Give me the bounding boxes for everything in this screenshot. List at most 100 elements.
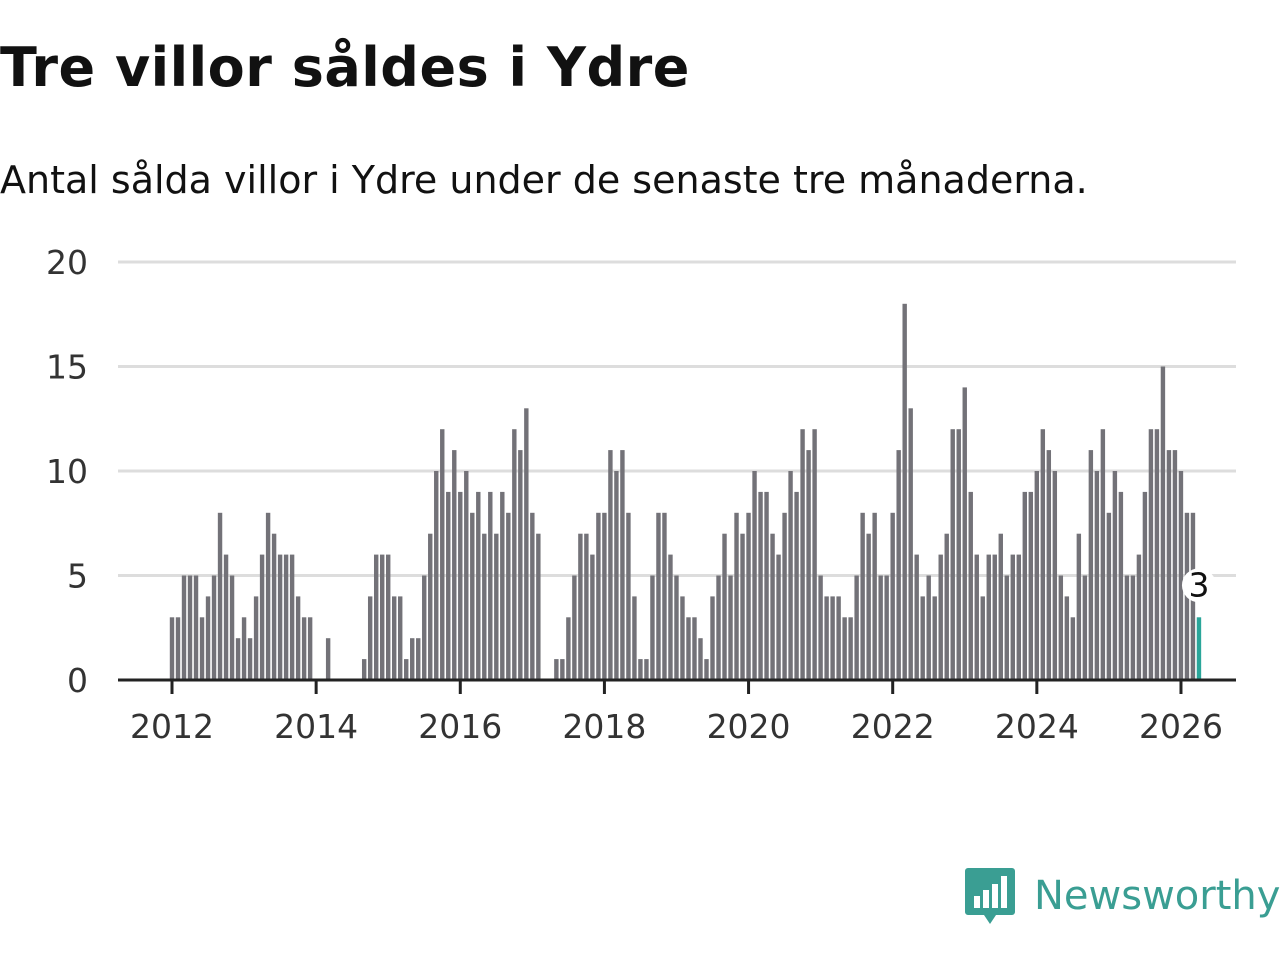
bar	[452, 450, 456, 680]
bar	[1173, 450, 1177, 680]
bar	[927, 576, 931, 681]
bar	[572, 576, 576, 681]
bar	[890, 513, 894, 680]
bar	[1005, 576, 1009, 681]
bar	[836, 596, 840, 680]
bar	[194, 576, 198, 681]
bar	[248, 638, 252, 680]
bar	[674, 576, 678, 681]
bar	[812, 429, 816, 680]
bar	[788, 471, 792, 680]
bar	[752, 471, 756, 680]
bar	[260, 555, 264, 680]
bar	[242, 617, 246, 680]
bar	[800, 429, 804, 680]
bar	[951, 429, 955, 680]
x-tick-label-2012: 2012	[130, 707, 214, 746]
bar	[266, 513, 270, 680]
bar	[650, 576, 654, 681]
bar	[1071, 617, 1075, 680]
bar	[1089, 450, 1093, 680]
bar	[758, 492, 762, 680]
x-tick-label-2016: 2016	[418, 707, 502, 746]
bar	[704, 659, 708, 680]
bar	[602, 513, 606, 680]
bar	[848, 617, 852, 680]
bar	[969, 492, 973, 680]
bar	[506, 513, 510, 680]
bars	[170, 304, 1201, 680]
bar	[866, 534, 870, 680]
bar	[554, 659, 558, 680]
bar	[212, 576, 216, 681]
bar	[1047, 450, 1051, 680]
bar	[1017, 555, 1021, 680]
bar	[626, 513, 630, 680]
bar	[566, 617, 570, 680]
y-tick-label-5: 5	[67, 557, 88, 596]
y-tick-label-0: 0	[67, 661, 88, 700]
bar	[470, 513, 474, 680]
bar	[410, 638, 414, 680]
bar	[560, 659, 564, 680]
bar	[776, 555, 780, 680]
bar	[939, 555, 943, 680]
bar	[464, 471, 468, 680]
bar	[578, 534, 582, 680]
bar	[254, 596, 258, 680]
bar	[987, 555, 991, 680]
bar	[368, 596, 372, 680]
bar	[1113, 471, 1117, 680]
bar	[680, 596, 684, 680]
bar	[981, 596, 985, 680]
bar	[842, 617, 846, 680]
x-tick-label-2014: 2014	[274, 707, 358, 746]
bar	[993, 555, 997, 680]
bar	[1143, 492, 1147, 680]
bar	[824, 596, 828, 680]
y-tick-label-20: 20	[46, 243, 88, 282]
bar	[1065, 596, 1069, 680]
bar	[176, 617, 180, 680]
bar	[872, 513, 876, 680]
bar	[398, 596, 402, 680]
bar	[686, 617, 690, 680]
bar	[728, 576, 732, 681]
bar	[230, 576, 234, 681]
bar	[278, 555, 282, 680]
x-tick-label-2024: 2024	[995, 707, 1079, 746]
bar	[902, 304, 906, 680]
bar	[1179, 471, 1183, 680]
bar	[1077, 534, 1081, 680]
bar	[740, 534, 744, 680]
bar	[908, 408, 912, 680]
bar	[1125, 576, 1129, 681]
bar	[200, 617, 204, 680]
bar	[644, 659, 648, 680]
bar	[1011, 555, 1015, 680]
brand-name: Newsworthy	[1034, 873, 1280, 919]
bar	[596, 513, 600, 680]
gridlines	[118, 262, 1236, 576]
bar	[770, 534, 774, 680]
bar	[945, 534, 949, 680]
bar	[1041, 429, 1045, 680]
bar-chart: 05101520 2012 2014 2016 2018 2020 2022 2024 202…	[0, 0, 1280, 800]
bar	[488, 492, 492, 680]
x-tick-label-2026: 2026	[1139, 707, 1223, 746]
bar	[530, 513, 534, 680]
bar	[878, 576, 882, 681]
bar	[362, 659, 366, 680]
x-tick-label-2022: 2022	[851, 707, 935, 746]
bar	[933, 596, 937, 680]
bar	[1161, 367, 1165, 681]
bar	[284, 555, 288, 680]
bar	[656, 513, 660, 680]
bar	[482, 534, 486, 680]
bar	[518, 450, 522, 680]
newsworthy-logo[interactable]: Newsworthy	[964, 864, 1280, 928]
bar	[710, 596, 714, 680]
y-tick-label-10: 10	[46, 452, 88, 491]
bar	[632, 596, 636, 680]
bar	[500, 492, 504, 680]
